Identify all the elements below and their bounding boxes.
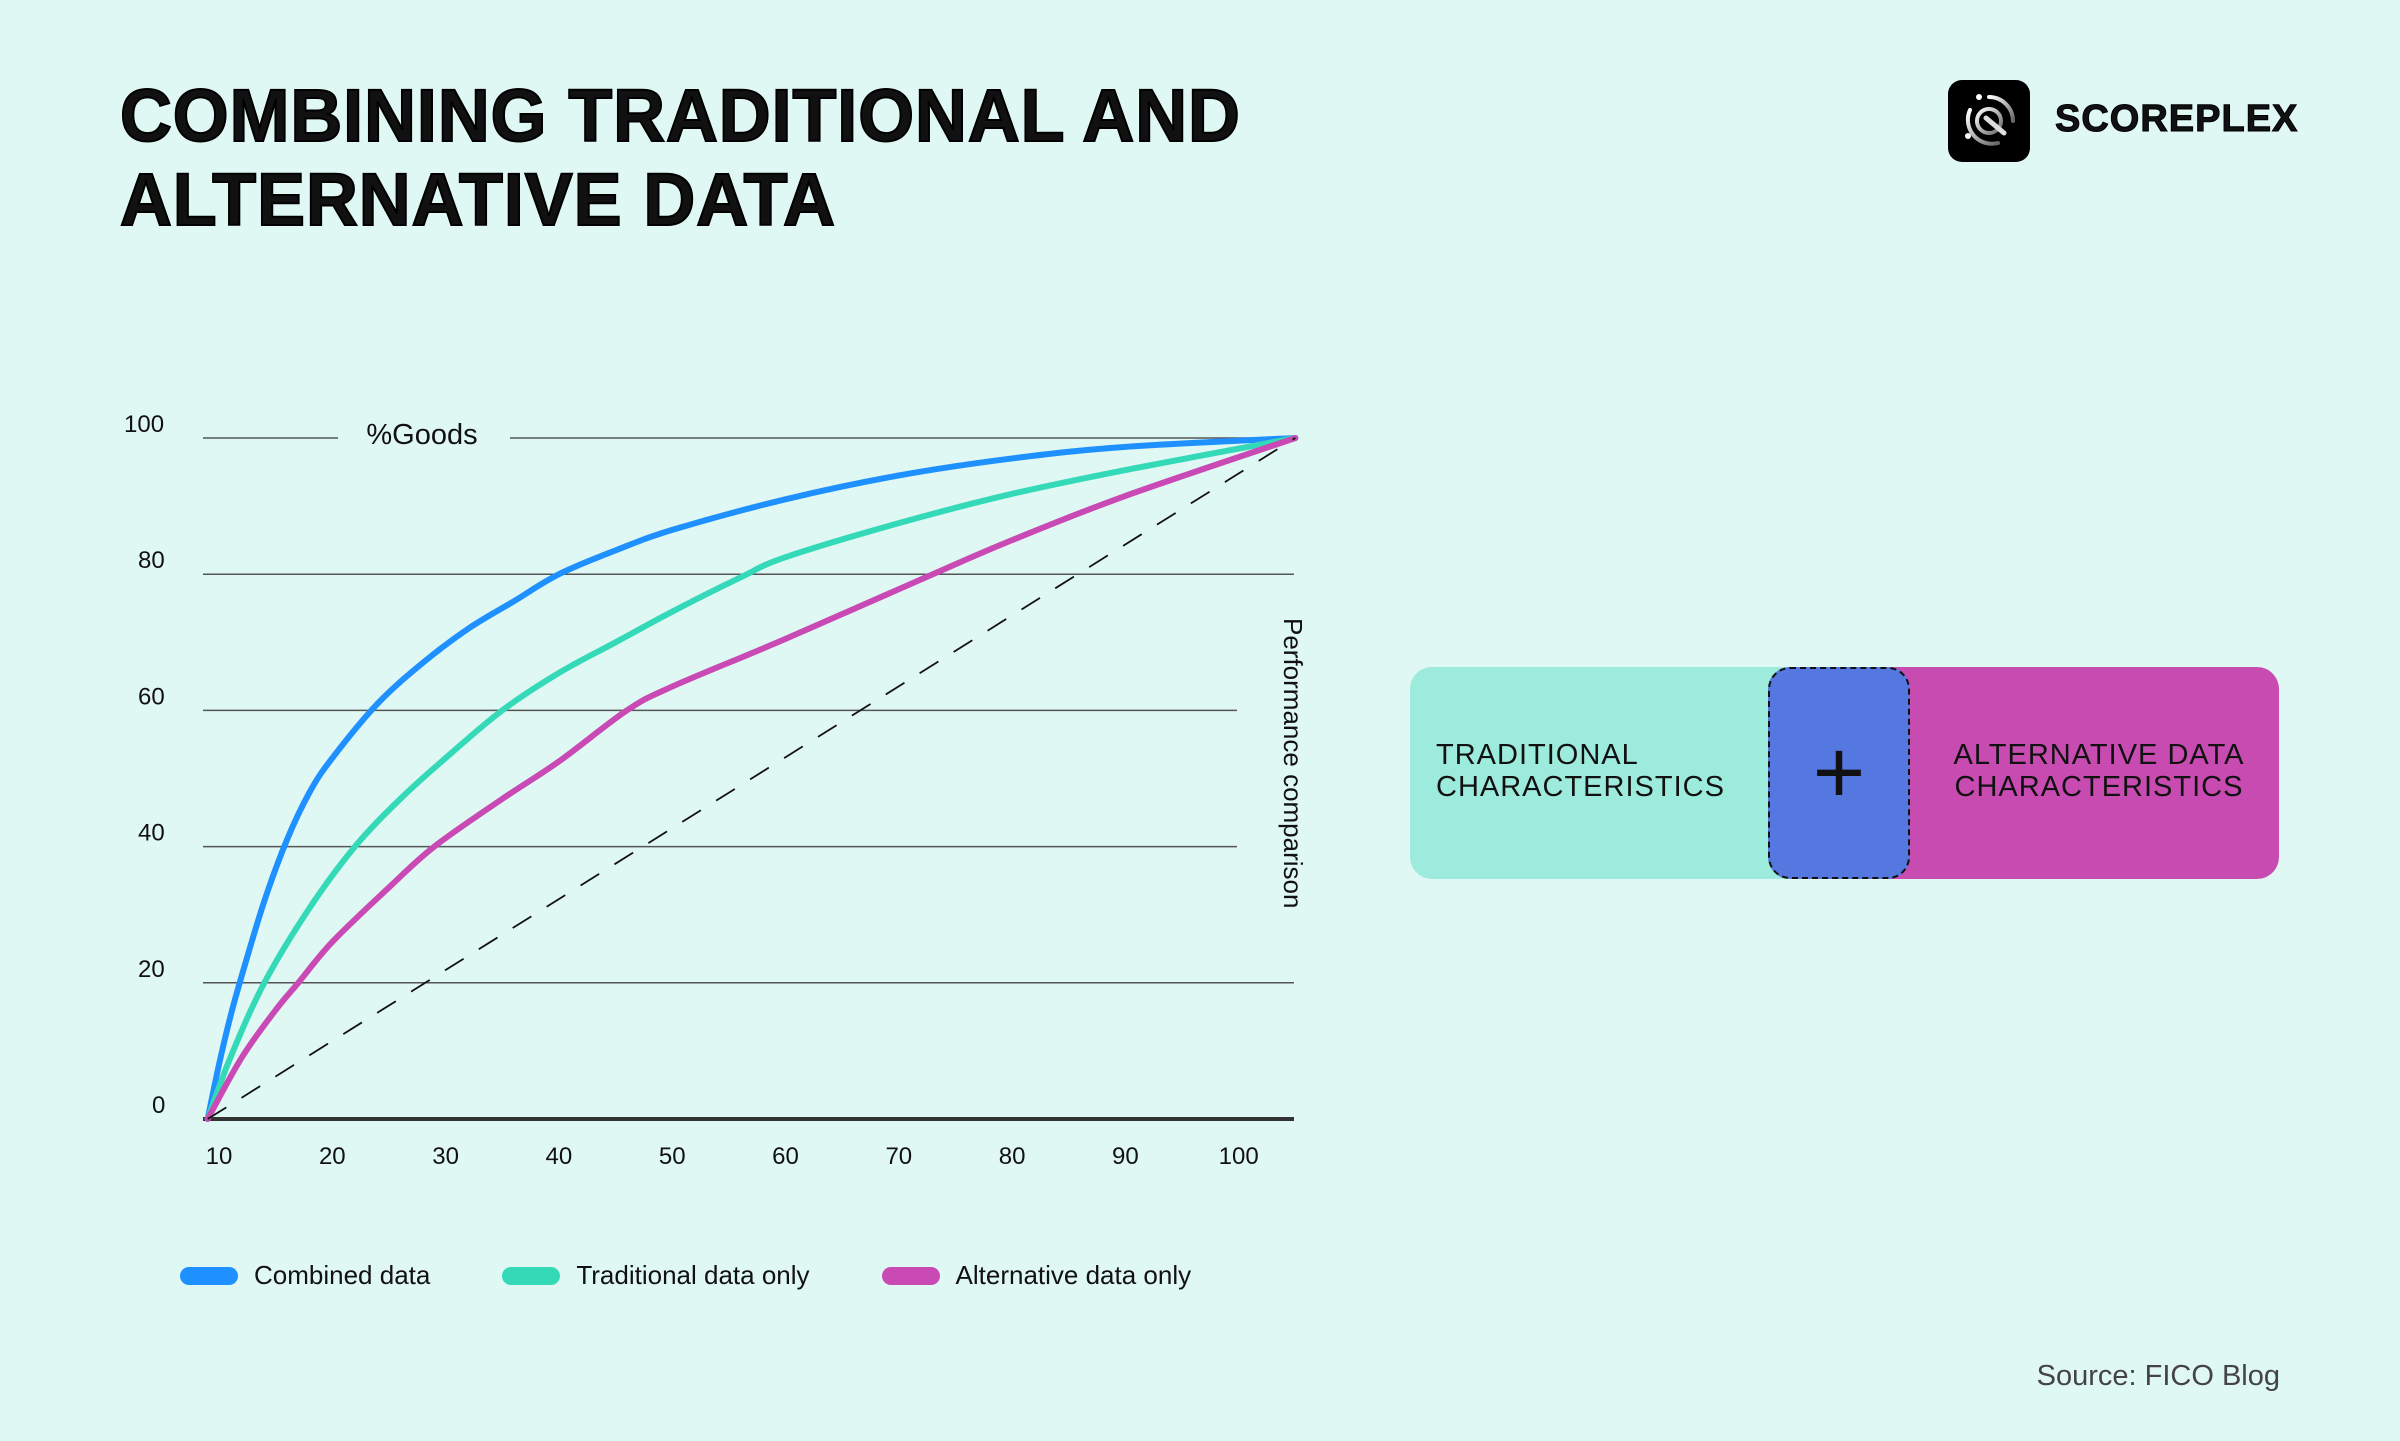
legend-item-traditional: Traditional data only [502, 1260, 810, 1291]
baseline-dashed-line [207, 437, 1296, 1120]
legend-item-alternative: Alternative data only [881, 1260, 1192, 1291]
legend-label: Traditional data only [576, 1260, 810, 1290]
title-line-2: ALTERNATIVE DATA [119, 157, 836, 242]
alternative-label: ALTERNATIVE DATA CHARACTERISTICS [1953, 739, 2245, 803]
chart-legend: Combined data Traditional data only Alte… [180, 1260, 1191, 1291]
x-tick-label: 60 [772, 1143, 799, 1170]
source-note: Source: FICO Blog [2036, 1360, 2280, 1392]
x-tick-label: 30 [432, 1143, 459, 1170]
legend-label: Alternative data only [955, 1260, 1192, 1290]
x-tick-label: 50 [659, 1143, 686, 1170]
x-tick-label: 40 [546, 1143, 573, 1170]
legend-label: Combined data [254, 1260, 431, 1290]
right-axis-label: Performance comparison [1278, 618, 1308, 908]
legend-swatch [881, 1266, 940, 1285]
x-tick-label: 70 [885, 1143, 912, 1170]
page-title: COMBINING TRADITIONAL AND ALTERNATIVE DA… [119, 73, 1241, 242]
scoreplex-logo-icon [1948, 80, 2030, 162]
brand-name: SCOREPLEX [2054, 98, 2299, 141]
y-tick-label: 80 [138, 547, 165, 574]
overlap-box: + [1768, 667, 1910, 879]
data-combination-diagram: + TRADITIONAL CHARACTERISTICS ALTERNATIV… [1410, 667, 2279, 879]
traditional-label: TRADITIONAL CHARACTERISTICS [1436, 739, 1725, 803]
series-line-3 [204, 435, 1299, 1122]
y-tick-label: 60 [138, 683, 165, 710]
x-tick-label: 80 [999, 1143, 1026, 1170]
x-tick-label: 10 [206, 1143, 233, 1170]
x-tick-label: 90 [1112, 1143, 1139, 1170]
alternative-box [1859, 667, 2279, 879]
title-line-1: COMBINING TRADITIONAL AND [119, 73, 1241, 158]
y-tick-label: 0 [152, 1092, 165, 1119]
x-tick-label: 20 [319, 1143, 346, 1170]
legend-swatch [502, 1266, 561, 1285]
legend-item-combined: Combined data [180, 1260, 430, 1291]
plus-icon: + [1812, 723, 1866, 823]
y-tick-label: 20 [138, 956, 165, 983]
series-line-2 [204, 435, 1299, 1122]
y-tick-label: 100 [124, 411, 164, 438]
y-axis-label: %Goods [366, 419, 477, 451]
x-tick-label: 100 [1219, 1143, 1259, 1170]
series-line-1 [204, 435, 1299, 1122]
y-tick-label: 40 [138, 820, 165, 847]
traditional-box [1410, 667, 1830, 879]
legend-swatch [180, 1266, 238, 1285]
